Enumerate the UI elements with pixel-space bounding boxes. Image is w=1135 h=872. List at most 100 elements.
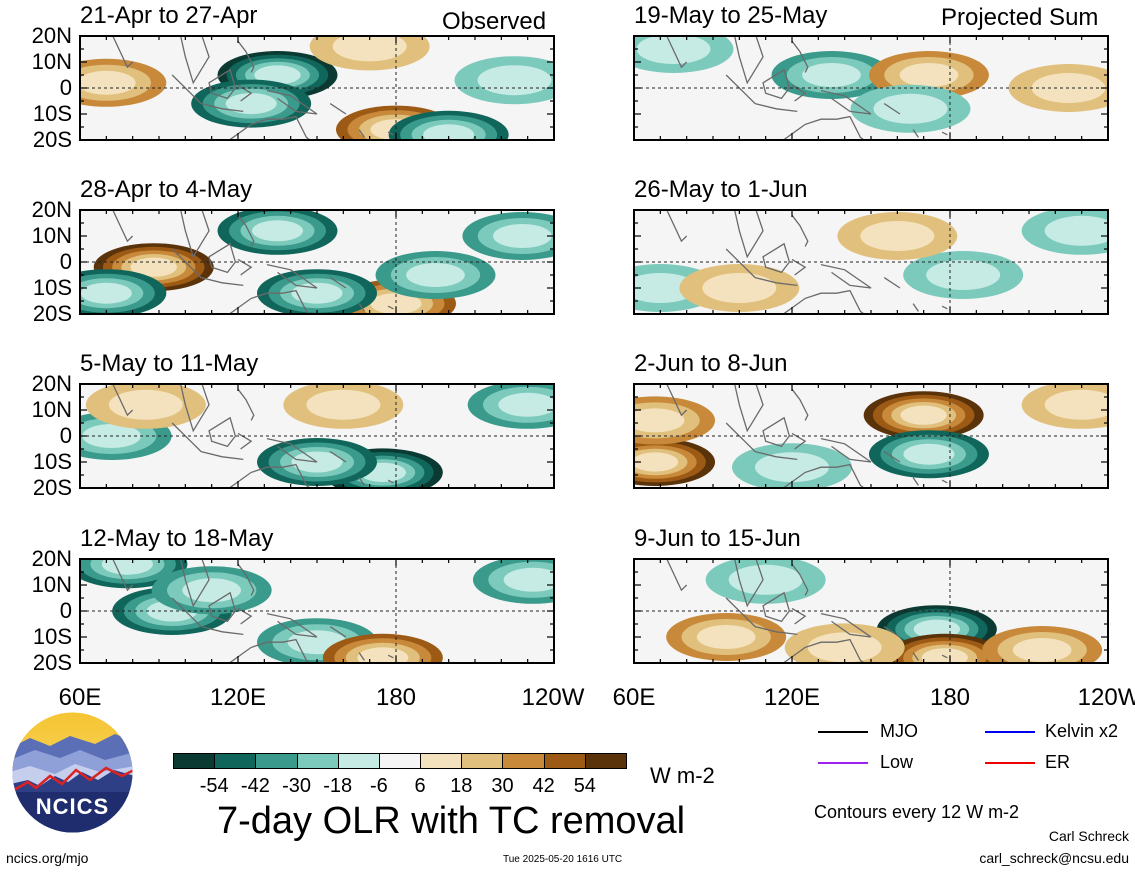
olr-map-panel xyxy=(633,558,1109,664)
olr-anomaly-contour xyxy=(1044,389,1108,420)
colorbar-tick-label: -54 xyxy=(199,775,229,797)
olr-anomaly-contour xyxy=(357,647,409,663)
colorbar-swatch xyxy=(337,753,380,769)
panel-title: 19-May to 25-May xyxy=(634,2,828,29)
olr-anomaly-contour xyxy=(291,282,343,304)
olr-anomaly-contour xyxy=(225,93,277,115)
x-tick-label: 60E xyxy=(612,684,656,711)
olr-anomaly-contour xyxy=(498,392,554,417)
colorbar-swatch xyxy=(420,753,463,769)
colorbar-swatch xyxy=(543,753,586,769)
panel-title: 2-Jun to 8-Jun xyxy=(634,350,788,377)
coastline xyxy=(112,36,394,140)
observed-label: Observed xyxy=(442,8,547,35)
olr-anomaly-contour xyxy=(696,625,756,649)
y-tick-label: 20N xyxy=(31,197,72,222)
footer-timestamp: Tue 2025-05-20 1616 UTC xyxy=(503,854,623,865)
legend-low-label: Low xyxy=(880,752,914,772)
olr-anomaly-contour xyxy=(80,70,136,95)
olr-anomaly-contour xyxy=(926,260,1001,290)
y-tick-label: 10N xyxy=(31,49,72,74)
coastline xyxy=(666,36,948,140)
y-tick-label: 0 xyxy=(59,75,72,100)
y-tick-label: 10S xyxy=(32,275,72,300)
coastline xyxy=(112,210,394,314)
colorbar-tick-label: -42 xyxy=(240,775,270,797)
y-tick-label: 10N xyxy=(31,572,72,597)
olr-anomaly-contour xyxy=(807,632,882,663)
colorbar-tick-label: -18 xyxy=(323,775,353,797)
coastline xyxy=(112,559,394,663)
olr-anomaly-contour xyxy=(370,293,422,314)
olr-map-panel xyxy=(633,383,1109,489)
olr-anomaly-contour xyxy=(873,93,948,124)
olr-anomaly-contour xyxy=(477,65,552,96)
olr-anomaly-contour xyxy=(332,36,407,62)
x-tick-label: 60E xyxy=(58,684,102,711)
olr-map-panel xyxy=(79,209,555,315)
y-tick-label: 20N xyxy=(31,371,72,396)
y-tick-label: 10N xyxy=(31,397,72,422)
y-tick-label: 0 xyxy=(59,598,72,623)
contour-note: Contours every 12 W m-2 xyxy=(814,802,1020,822)
olr-anomaly-contour xyxy=(899,63,959,87)
olr-anomaly-contour xyxy=(921,648,968,663)
olr-map-panel xyxy=(79,558,555,664)
legend-kelvin-line xyxy=(985,731,1035,733)
colorbar-tick-label: -6 xyxy=(370,775,388,797)
colorbar-tick-label: 30 xyxy=(491,775,514,797)
y-tick-label: 20S xyxy=(32,127,72,152)
panel-title: 5-May to 11-May xyxy=(80,350,259,377)
olr-anomaly-contour xyxy=(254,65,301,85)
coastline xyxy=(666,559,948,663)
legend-low-line xyxy=(818,762,868,764)
olr-map-panel xyxy=(633,35,1109,141)
x-tick-label: 120W xyxy=(1077,684,1135,711)
olr-anomaly-contour xyxy=(306,389,381,420)
olr-anomaly-contour xyxy=(900,405,947,425)
logo-text: NCICS xyxy=(36,794,109,819)
y-tick-label: 20N xyxy=(31,546,72,571)
olr-anomaly-contour xyxy=(423,124,475,140)
y-tick-label: 10S xyxy=(32,624,72,649)
panel-title: 12-May to 18-May xyxy=(80,525,274,552)
ncics-logo: NCICS xyxy=(10,710,135,835)
panel-title: 21-Apr to 27-Apr xyxy=(80,2,258,29)
colorbar-swatch xyxy=(296,753,339,769)
olr-anomaly-contour xyxy=(802,63,861,87)
olr-map-panel xyxy=(79,383,555,489)
y-tick-label: 10N xyxy=(31,223,72,248)
x-tick-label: 180 xyxy=(929,684,971,711)
olr-anomaly-contour xyxy=(634,273,698,303)
olr-anomaly-contour xyxy=(755,452,829,483)
y-tick-label: 0 xyxy=(59,423,72,448)
x-tick-label: 120W xyxy=(521,684,585,711)
olr-anomaly-contour xyxy=(503,567,554,592)
olr-anomaly-contour xyxy=(182,578,241,603)
y-tick-label: 20S xyxy=(32,301,72,326)
x-tick-label: 120E xyxy=(209,684,267,711)
y-tick-label: 20N xyxy=(31,23,72,48)
olr-map-panel xyxy=(633,209,1109,315)
coastline xyxy=(112,384,394,488)
footer-email: carl_schreck@ncsu.edu xyxy=(979,850,1129,866)
olr-anomaly-contour xyxy=(80,282,132,304)
y-tick-label: 20S xyxy=(32,650,72,675)
panel-title: 28-Apr to 4-May xyxy=(80,176,253,203)
colorbar-swatch xyxy=(461,753,504,769)
legend-er-line xyxy=(985,762,1035,764)
colorbar-swatch xyxy=(214,753,257,769)
olr-anomaly-contour xyxy=(634,408,685,433)
colorbar-tick-label: 18 xyxy=(450,775,473,797)
x-tick-label: 180 xyxy=(375,684,417,711)
colorbar-swatch xyxy=(255,753,298,769)
legend-mjo-line xyxy=(818,731,868,733)
olr-anomaly-contour xyxy=(101,559,153,575)
main-title: 7-day OLR with TC removal xyxy=(217,800,686,842)
panel-title: 26-May to 1-Jun xyxy=(634,176,808,203)
footer-url: ncics.org/mjo xyxy=(6,850,89,866)
olr-anomaly-contour xyxy=(702,273,777,303)
colorbar-swatch xyxy=(378,753,422,769)
olr-anomaly-contour xyxy=(252,220,303,242)
colorbar-swatch xyxy=(584,753,627,769)
